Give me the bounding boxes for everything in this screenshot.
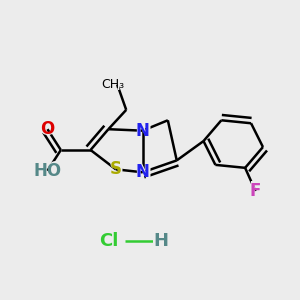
Text: H: H	[151, 231, 170, 251]
Text: N: N	[136, 163, 149, 181]
Text: F: F	[250, 182, 261, 200]
Text: CH₃: CH₃	[98, 76, 128, 94]
Text: CH₃: CH₃	[101, 78, 124, 91]
Text: N: N	[136, 122, 149, 140]
Text: O: O	[39, 119, 56, 139]
Text: O: O	[40, 120, 55, 138]
Text: N: N	[134, 121, 151, 141]
Text: F: F	[248, 181, 262, 201]
Text: HO: HO	[33, 162, 61, 180]
Text: H: H	[153, 232, 168, 250]
Text: HO: HO	[30, 161, 65, 181]
Text: S: S	[108, 159, 123, 179]
Text: Cl: Cl	[96, 231, 120, 251]
Text: Cl: Cl	[99, 232, 118, 250]
Text: N: N	[134, 162, 151, 182]
Text: S: S	[110, 160, 122, 178]
